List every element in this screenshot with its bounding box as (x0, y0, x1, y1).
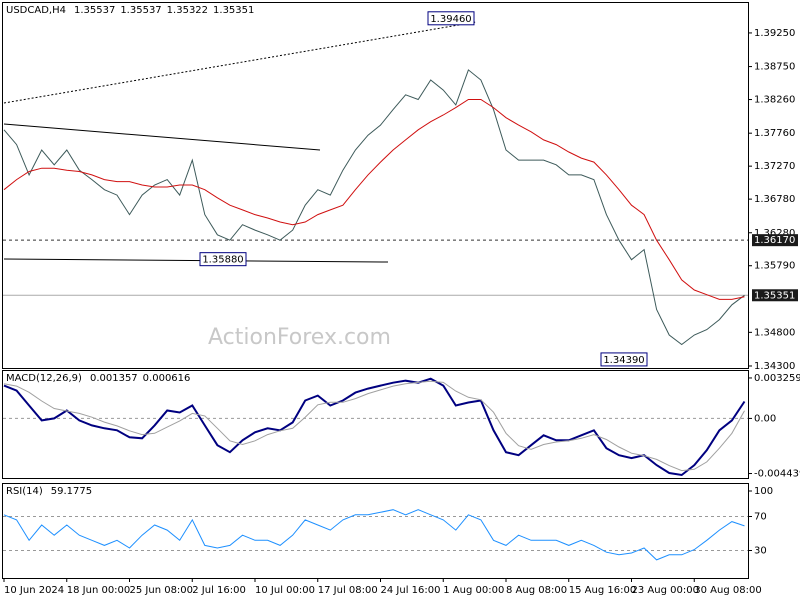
y-tick-label: 0.003259 (754, 373, 800, 384)
y-tick-label: 1.34800 (754, 327, 795, 338)
y-tick-label: 1.37760 (754, 128, 795, 139)
x-tick-label: 10 Jun 2024 (4, 585, 64, 596)
x-tick-label: 30 Aug 08:00 (694, 585, 761, 596)
annotation-box (600, 352, 648, 367)
series-line (3, 380, 745, 472)
series-line (3, 99, 745, 300)
price-panel (2, 2, 749, 369)
price-level-label: 1.36170 (754, 235, 795, 246)
panel-reading: 1.35537 (74, 5, 115, 16)
y-tick-label: 1.35790 (754, 261, 795, 272)
annotation-label: 1.35880 (202, 255, 243, 266)
x-tick-label: 1 Aug 00:00 (443, 585, 504, 596)
x-tick-label: 15 Aug 16:00 (569, 585, 636, 596)
x-tick-label: 24 Jul 16:00 (381, 585, 441, 596)
series-line (3, 509, 745, 561)
panel-title: RSI(14) (6, 486, 43, 497)
watermark: ActionForex.com (208, 325, 391, 350)
y-tick-label: 30 (754, 546, 767, 557)
y-tick-label: 1.34300 (754, 361, 795, 372)
x-tick-label: 10 Jul 00:00 (255, 585, 315, 596)
annotation-label: 1.34390 (603, 355, 644, 366)
x-tick-label: 2 Jul 16:00 (192, 585, 246, 596)
panel-title: USDCAD,H4 (6, 5, 66, 16)
panel-title: MACD(12,26,9) (6, 373, 82, 384)
panel-reading: 1.35322 (167, 5, 208, 16)
annotation-box (427, 11, 475, 26)
y-tick-label: 1.39250 (754, 28, 795, 39)
panel-reading: 1.35351 (213, 5, 254, 16)
annotation-label: 1.39460 (430, 14, 471, 25)
price-level-label: 1.35351 (754, 290, 795, 301)
price-level-box (752, 234, 798, 247)
rsi-panel (2, 483, 749, 579)
panel-reading: 0.001357 (90, 373, 138, 384)
x-tick-label: 17 Jul 08:00 (318, 585, 378, 596)
y-tick-label: 1.38260 (754, 95, 795, 106)
macd-panel (2, 370, 749, 479)
x-tick-label: 25 Jun 08:00 (130, 585, 194, 596)
y-tick-label: -0.004439 (754, 469, 800, 480)
y-tick-label: 70 (754, 512, 767, 523)
y-tick-label: 0.00 (754, 413, 776, 424)
y-tick-label: 1.37270 (754, 161, 795, 172)
series-line (3, 377, 746, 477)
x-tick-label: 18 Jun 00:00 (67, 585, 131, 596)
series-line (3, 69, 745, 346)
y-tick-label: 1.36780 (754, 194, 795, 205)
panel-reading: 0.000616 (143, 373, 191, 384)
y-tick-label: 100 (754, 486, 773, 497)
annotation-box (199, 252, 247, 267)
panel-reading: 1.35537 (120, 5, 161, 16)
y-tick-label: 1.36280 (754, 228, 795, 239)
support-line (3, 258, 389, 263)
trend-line (3, 123, 321, 151)
x-tick-label: 23 Aug 00:00 (632, 585, 699, 596)
x-tick-label: 8 Aug 08:00 (506, 585, 567, 596)
panel-reading: 59.1775 (51, 486, 92, 497)
price-level-box (752, 289, 798, 302)
y-tick-label: 1.38750 (754, 62, 795, 73)
